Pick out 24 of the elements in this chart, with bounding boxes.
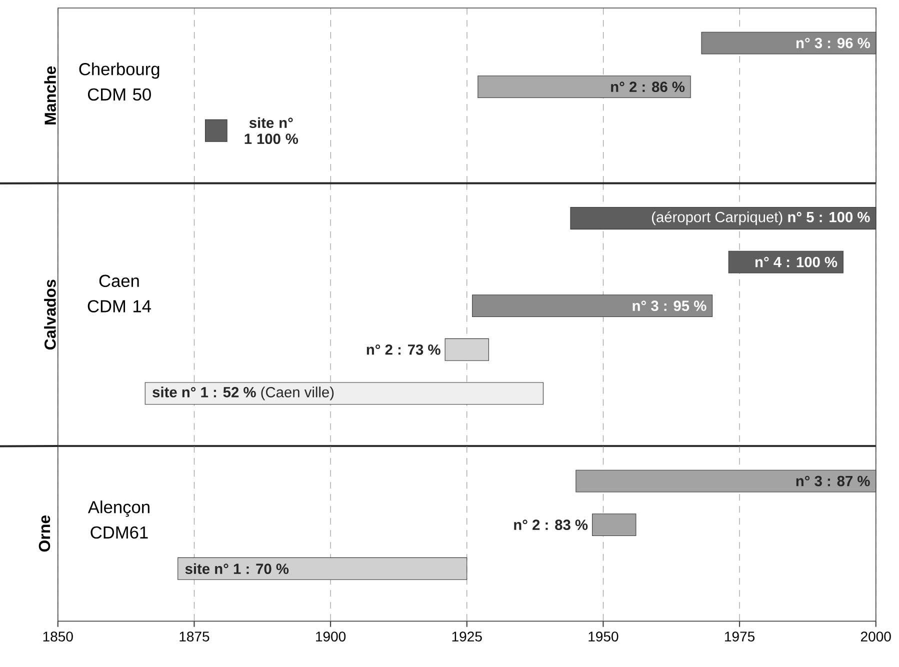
annotation: n° 2 : 83 % — [514, 520, 588, 530]
x-tick-label: 1950 — [588, 632, 618, 642]
x-tick-label: 1925 — [452, 632, 482, 642]
y-axis-title: Orne — [38, 515, 50, 552]
annotation: n° 4 : 100 % — [755, 256, 838, 268]
annotation: n° 3 : 87 % — [796, 476, 870, 486]
annotation: n° 3 : 95 % — [632, 300, 706, 312]
x-tick-label: 1975 — [725, 632, 755, 642]
annotation: n° 2 : 73 % — [366, 344, 440, 355]
x-tick-label: 1875 — [180, 632, 210, 642]
annotation: Cherbourg CDM 50 — [79, 62, 160, 101]
x-tick-label: 1900 — [316, 632, 346, 642]
annotation: n° 2 : 86 % — [611, 82, 685, 92]
annotation: (aéroport Carpiquet) n° 5 : 100 % — [652, 211, 870, 226]
annotation: Caen CDM 14 — [88, 274, 151, 312]
annotation: Alençon CDM61 — [88, 500, 150, 539]
x-tick-label: 2000 — [861, 632, 891, 642]
annotation: n° 3 : 96 % — [796, 38, 870, 48]
y-axis-title: Manche — [44, 66, 56, 124]
annotation: site n° 1 100 % — [244, 117, 298, 144]
y-axis-title: Calvados — [44, 280, 56, 350]
annotation: site n° 1 : 52 % (Caen ville) — [152, 386, 334, 400]
annotation: site n° 1 : 70 % — [185, 563, 289, 574]
x-tick-label: 1850 — [43, 632, 73, 642]
